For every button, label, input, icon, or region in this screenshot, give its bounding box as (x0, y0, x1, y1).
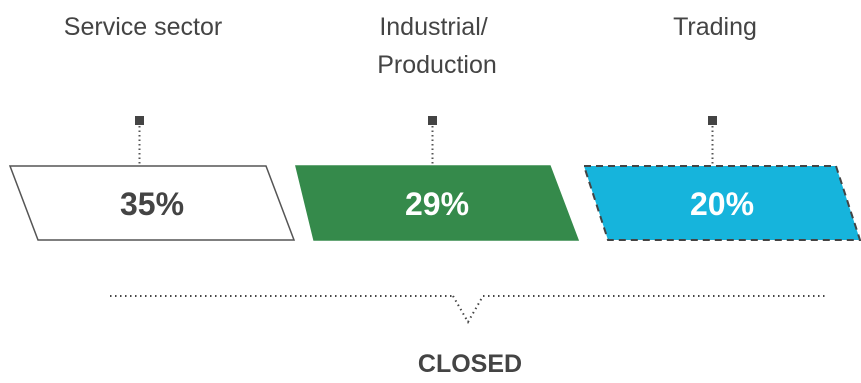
bracket-notch (452, 295, 484, 325)
footer-label: CLOSED (418, 350, 522, 378)
segment-label-line: Service sector (64, 13, 222, 41)
segment-label: Industrial/ Production (377, 13, 497, 79)
segment-value: 29% (405, 186, 469, 222)
segment-service-sector: Service sector 35% (8, 13, 296, 241)
segment-shape (582, 165, 861, 241)
segment-industrial-production: Industrial/ Production 29% (295, 13, 580, 241)
segment-label: Service sector (64, 13, 222, 41)
segment-value: 35% (120, 186, 184, 222)
segment-label-line: Production (377, 51, 497, 79)
connector-marker (428, 116, 437, 125)
segment-trading: Trading 20% (582, 13, 861, 241)
closing-bracket (110, 295, 828, 325)
segment-label: Trading (673, 13, 757, 41)
segment-shape (8, 165, 296, 241)
segment-shape (295, 165, 580, 241)
connector-marker (708, 116, 717, 125)
segment-value: 20% (690, 186, 754, 222)
segment-label-line: Trading (673, 13, 757, 41)
connector-marker (135, 116, 144, 125)
segment-label-line: Industrial/ (379, 13, 487, 41)
